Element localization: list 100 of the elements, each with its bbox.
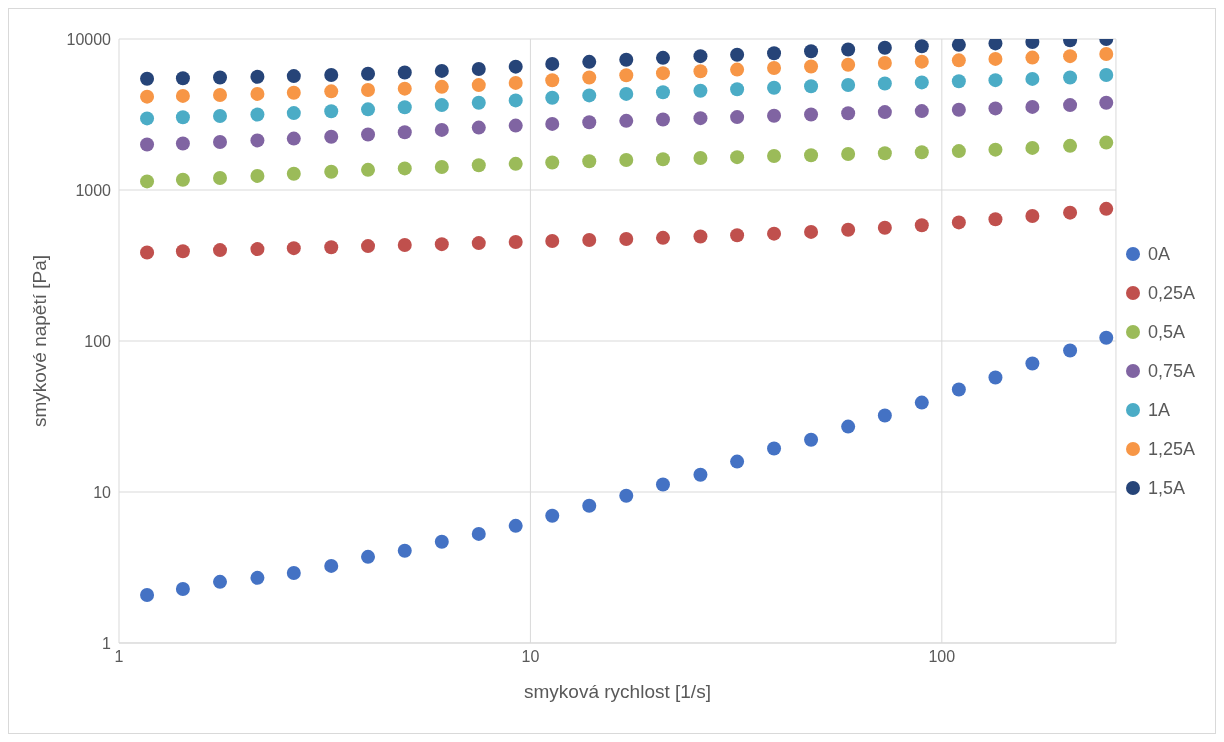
point [1025,99,1040,114]
point [877,220,892,235]
point [324,67,339,82]
point [841,42,856,57]
point [361,127,376,142]
point [508,235,523,250]
point [877,408,892,423]
point [914,145,929,160]
point [655,152,670,167]
point [877,56,892,71]
point [988,370,1003,385]
point [361,102,376,117]
point [508,118,523,133]
point [545,90,560,105]
point [693,111,708,126]
point [397,543,412,558]
point [1025,50,1040,65]
point [841,106,856,121]
point [582,498,597,513]
point [175,581,190,596]
point [693,229,708,244]
point [434,160,449,174]
point [434,122,449,137]
legend-label: 1,5A [1147,477,1185,499]
point [324,104,339,119]
point [140,71,155,86]
point [471,158,486,173]
point [1063,138,1078,153]
point [213,171,228,186]
point [914,54,929,69]
y-tick-label: 1000 [75,181,112,199]
point [545,116,560,131]
point [767,148,782,163]
point [951,102,966,117]
point [730,62,745,77]
point [655,230,670,245]
point [175,110,190,125]
point [804,148,819,163]
point [914,395,929,410]
point [841,222,856,237]
legend-label: 0,75A [1147,360,1195,382]
point [730,150,745,165]
point [213,574,228,589]
x-tick-label: 100 [928,648,956,666]
point [471,95,486,110]
point [804,44,819,59]
point [951,382,966,397]
point [324,84,339,99]
point [767,108,782,123]
point [140,89,155,104]
point [397,100,412,115]
point [471,236,486,251]
point [1099,47,1114,62]
y-axis-title: smykové napětí [Pa] [28,254,50,428]
point [619,52,634,67]
point [988,51,1003,66]
point [767,80,782,95]
y-tick-label: 1 [102,634,112,652]
point [914,104,929,119]
point [545,155,560,170]
point [693,83,708,98]
point [914,75,929,90]
x-tick-label: 10 [521,648,540,666]
point [804,224,819,239]
point [1063,205,1078,220]
point [324,129,339,144]
point [213,109,228,124]
point [1099,330,1114,345]
point [434,63,449,78]
point [988,142,1003,157]
point [434,237,449,252]
point [471,61,486,76]
point [693,49,708,64]
point [804,432,819,447]
x-axis-title: smyková rychlost [1/s] [524,681,711,702]
point [877,146,892,161]
point [1099,95,1114,110]
point [361,162,376,177]
y-tick-label: 10 [93,483,112,501]
point [545,508,560,523]
point [140,245,155,260]
point [951,39,966,52]
point [213,243,228,258]
point [841,57,856,72]
point [655,85,670,100]
point [914,218,929,233]
point [324,164,339,179]
point [693,467,708,482]
point [582,154,597,169]
point [619,153,634,167]
point [619,113,634,128]
point [286,565,301,580]
point [804,59,819,74]
point [655,112,670,127]
point [1025,209,1040,224]
point [582,115,597,130]
legend-label: 0,5A [1147,321,1185,343]
point [730,47,745,62]
point [250,168,265,183]
point [730,110,745,125]
